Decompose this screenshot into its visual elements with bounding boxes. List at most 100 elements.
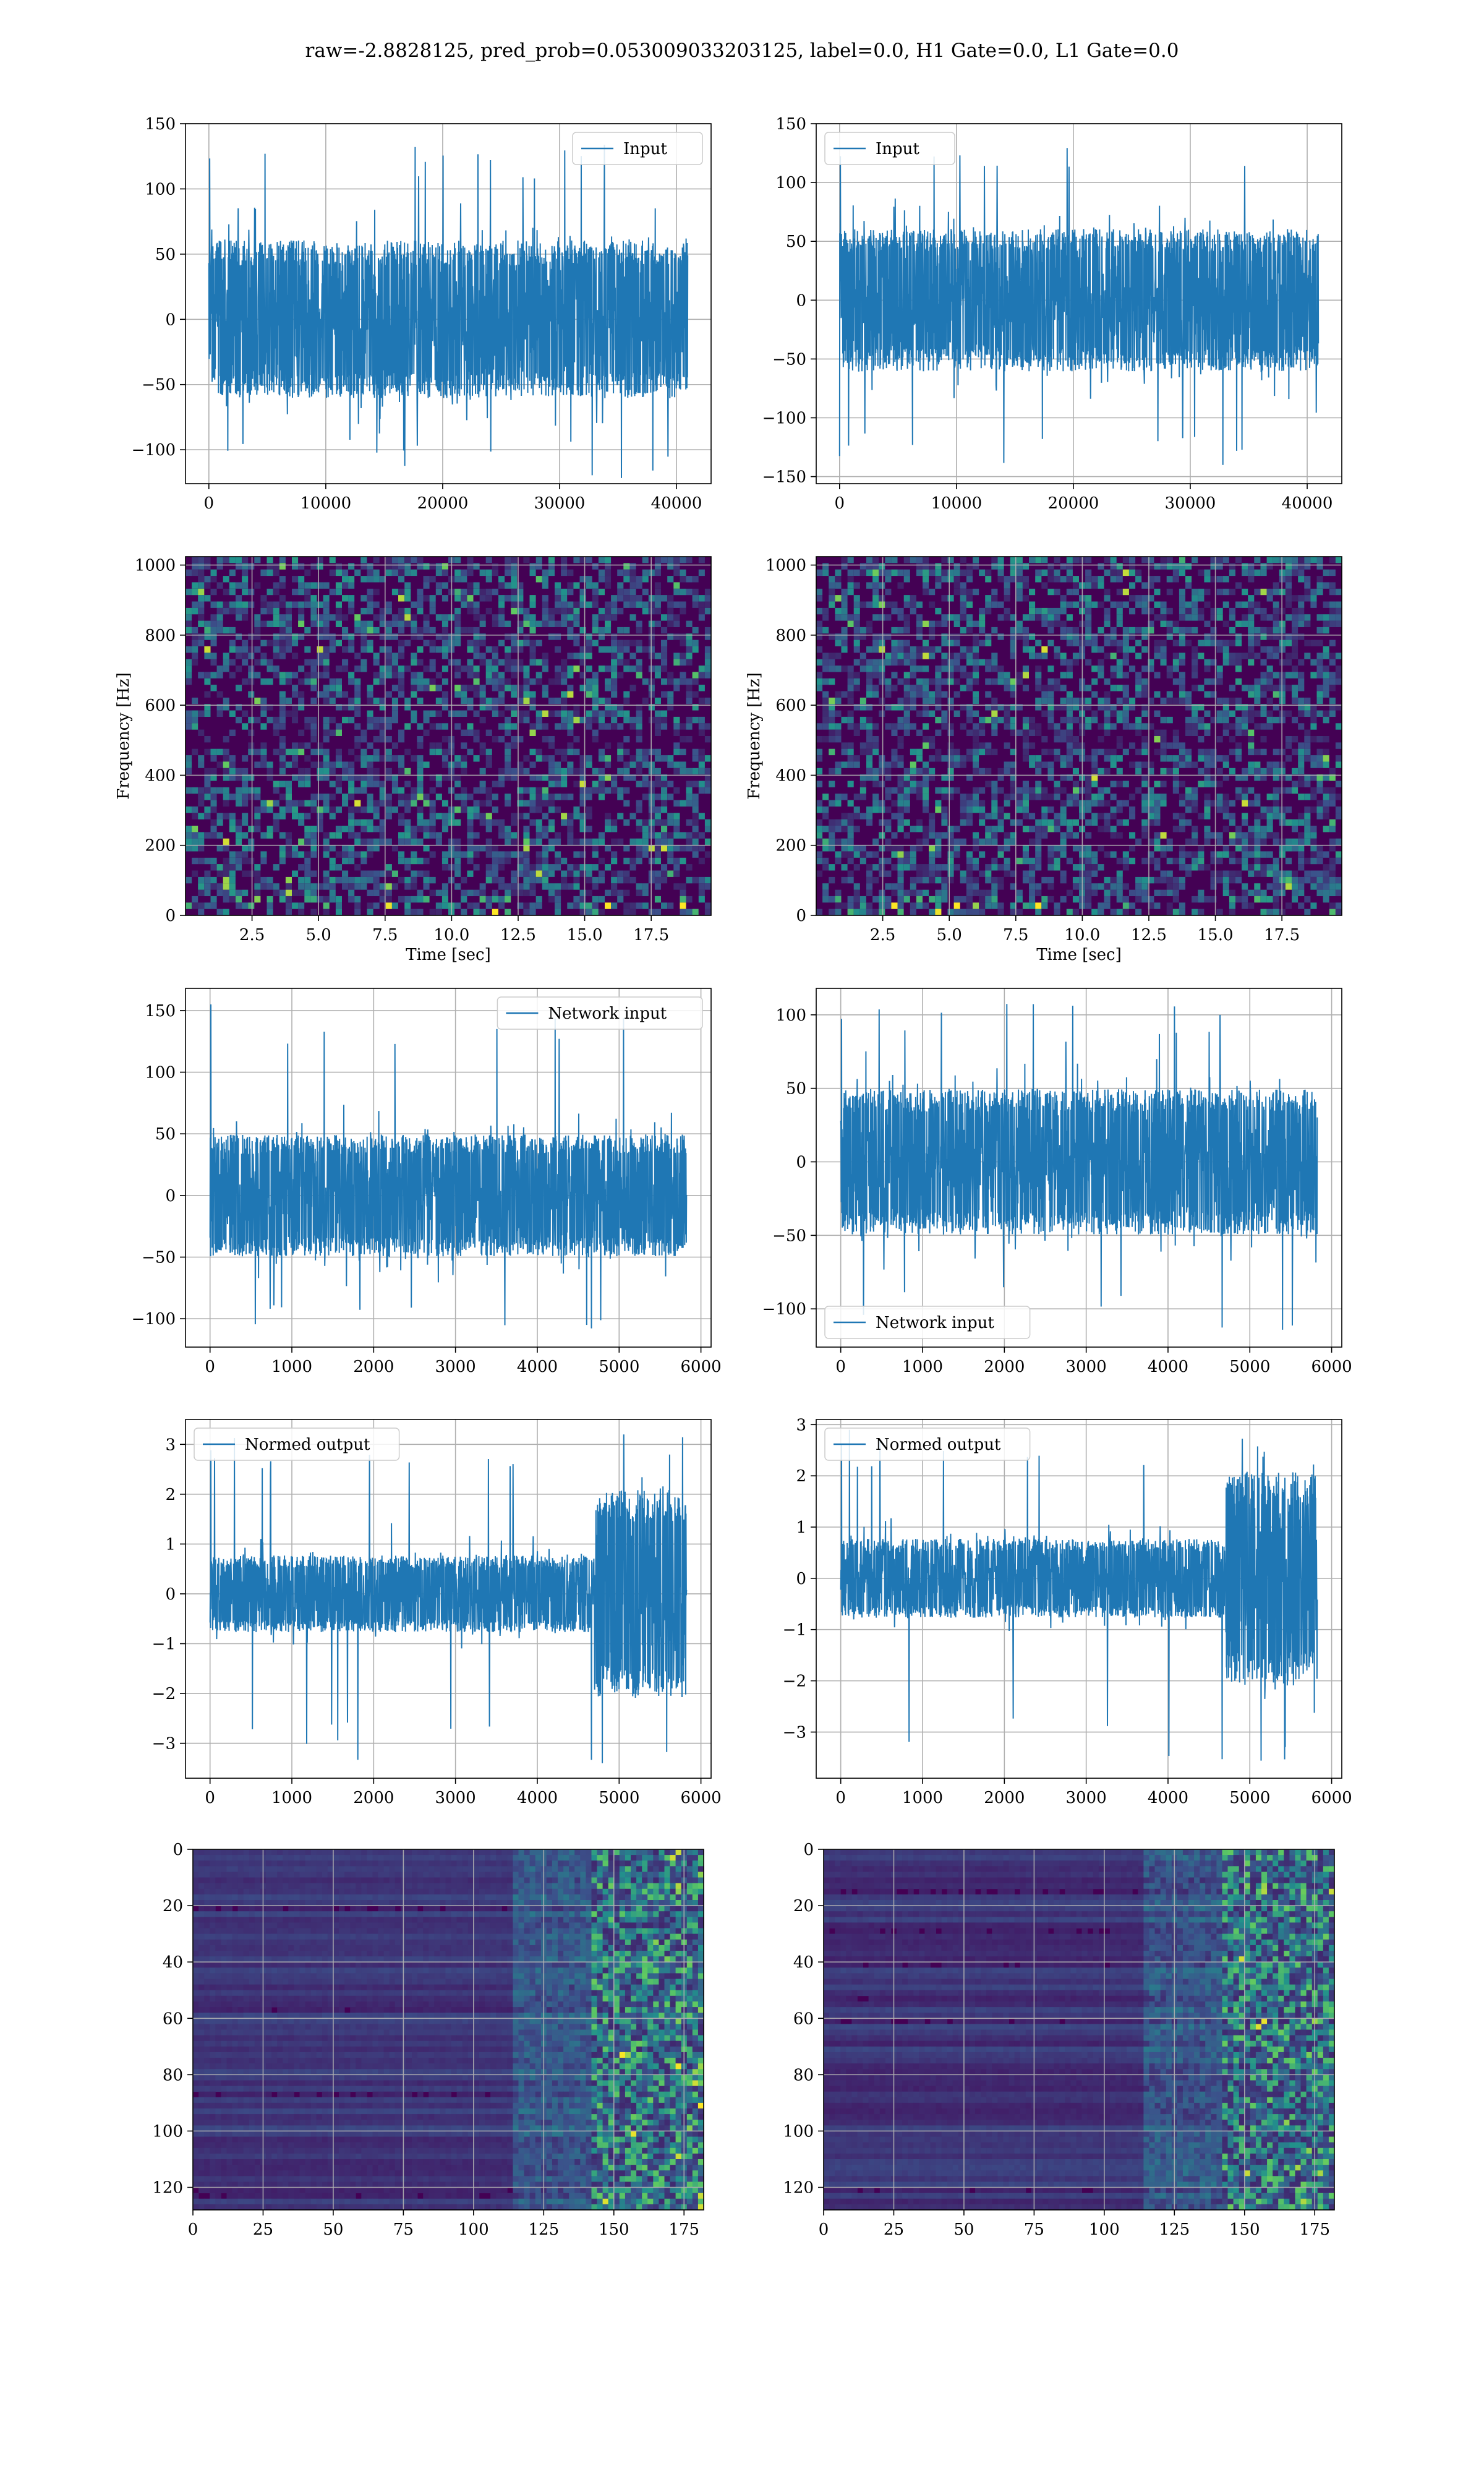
heatmap-cell bbox=[680, 607, 686, 615]
heatmap-cell bbox=[360, 620, 367, 627]
heatmap-cell bbox=[979, 716, 986, 724]
heatmap-cell bbox=[1091, 781, 1098, 787]
heatmap-cell bbox=[310, 806, 317, 813]
heatmap-cell bbox=[1054, 826, 1060, 833]
heatmap-cell bbox=[1248, 595, 1255, 602]
heatmap-cell bbox=[498, 723, 505, 730]
heatmap-cell bbox=[1054, 819, 1060, 826]
heatmap-cell bbox=[1091, 633, 1098, 640]
heatmap-cell bbox=[1260, 870, 1267, 877]
heatmap-cell bbox=[323, 697, 330, 704]
heatmap-cell bbox=[505, 653, 511, 659]
heatmap-cell bbox=[654, 697, 661, 704]
heatmap-cell bbox=[186, 627, 192, 634]
heatmap-cell bbox=[841, 607, 848, 615]
heatmap-cell bbox=[872, 576, 879, 583]
heatmap-cell bbox=[680, 659, 686, 666]
heatmap-cell bbox=[186, 838, 192, 845]
heatmap-cell bbox=[379, 716, 386, 724]
heatmap-cell bbox=[1116, 601, 1123, 608]
heatmap-cell bbox=[542, 653, 548, 659]
heatmap-cell bbox=[454, 620, 461, 627]
heatmap-cell bbox=[592, 838, 599, 845]
heatmap-cell bbox=[891, 813, 898, 820]
heatmap-cell bbox=[555, 672, 561, 678]
heatmap-cell bbox=[1122, 864, 1129, 871]
heatmap-cell bbox=[404, 748, 411, 756]
heatmap-cell bbox=[379, 729, 386, 736]
heatmap-cell bbox=[680, 569, 686, 576]
heatmap-cell bbox=[997, 569, 1004, 576]
heatmap-cell bbox=[323, 729, 330, 736]
tick-label-y: −100 bbox=[762, 409, 806, 427]
heatmap-cell bbox=[1254, 800, 1261, 807]
heatmap-cell bbox=[429, 601, 436, 608]
heatmap-cell bbox=[885, 787, 892, 794]
tick-label-x: 10.0 bbox=[433, 926, 469, 944]
heatmap-cell bbox=[923, 889, 929, 896]
heatmap-cell bbox=[348, 813, 355, 820]
heatmap-cell bbox=[373, 697, 380, 704]
heatmap-cell bbox=[1204, 678, 1211, 685]
heatmap-cell bbox=[304, 588, 311, 596]
heatmap-cell bbox=[254, 761, 261, 768]
heatmap-cell bbox=[872, 640, 879, 646]
heatmap-cell bbox=[1285, 659, 1292, 666]
heatmap-cell bbox=[1035, 729, 1042, 736]
heatmap-cell bbox=[441, 627, 448, 634]
heatmap-cell bbox=[1329, 864, 1336, 871]
heatmap-cell bbox=[841, 819, 848, 826]
heatmap-cell bbox=[579, 864, 586, 871]
heatmap-cell bbox=[517, 697, 524, 704]
heatmap-cell bbox=[216, 864, 223, 871]
heatmap-cell bbox=[260, 569, 267, 576]
heatmap-cell bbox=[348, 851, 355, 858]
heatmap-cell bbox=[461, 569, 467, 576]
heatmap-cell bbox=[667, 845, 674, 852]
heatmap-cell bbox=[367, 819, 373, 826]
heatmap-cell bbox=[279, 710, 286, 717]
heatmap-cell bbox=[1298, 819, 1305, 826]
heatmap-cell bbox=[1172, 857, 1179, 865]
heatmap-cell bbox=[223, 736, 229, 743]
heatmap-cell bbox=[991, 563, 998, 570]
heatmap-cell bbox=[872, 646, 879, 653]
heatmap-cell bbox=[605, 774, 612, 781]
heatmap-cell bbox=[947, 742, 954, 749]
heatmap-cell bbox=[835, 851, 842, 858]
heatmap-cell bbox=[1060, 697, 1067, 704]
heatmap-cell bbox=[561, 697, 568, 704]
heatmap-cell bbox=[354, 896, 361, 903]
heatmap-cell bbox=[223, 659, 229, 666]
heatmap-cell bbox=[1160, 601, 1167, 608]
heatmap-cell bbox=[505, 889, 511, 896]
heatmap-cell bbox=[223, 601, 229, 608]
heatmap-cell bbox=[198, 607, 205, 615]
heatmap-cell bbox=[485, 800, 492, 807]
heatmap-cell bbox=[1204, 806, 1211, 813]
heatmap-cell bbox=[1323, 800, 1329, 807]
heatmap-cell bbox=[1304, 710, 1311, 717]
heatmap-cell bbox=[1204, 666, 1211, 672]
heatmap-cell bbox=[879, 640, 885, 646]
heatmap-cell bbox=[879, 614, 885, 621]
heatmap-cell bbox=[567, 633, 574, 640]
heatmap-cell bbox=[529, 729, 536, 736]
heatmap-cell bbox=[236, 889, 242, 896]
heatmap-cell bbox=[985, 781, 992, 787]
heatmap-cell bbox=[1104, 595, 1111, 602]
heatmap-cell bbox=[535, 557, 542, 563]
heatmap-cell bbox=[216, 607, 223, 615]
heatmap-cell bbox=[866, 742, 873, 749]
heatmap-cell bbox=[385, 838, 392, 845]
heatmap-cell bbox=[953, 576, 960, 583]
heatmap-cell bbox=[523, 685, 530, 691]
heatmap-cell bbox=[991, 601, 998, 608]
heatmap-cell bbox=[1298, 768, 1305, 775]
heatmap-cell bbox=[979, 787, 986, 794]
heatmap-cell bbox=[1029, 653, 1036, 659]
heatmap-cell bbox=[586, 838, 592, 845]
heatmap-cell bbox=[1022, 582, 1029, 589]
heatmap-cell bbox=[667, 633, 674, 640]
